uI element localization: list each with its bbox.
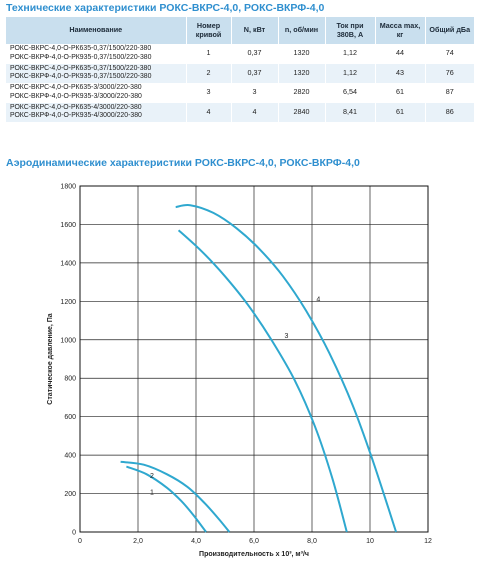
col-header-current: Ток при 380В, А xyxy=(325,17,376,44)
curve-label-1: 1 xyxy=(150,490,154,497)
col-header-mass: Масса max, кг xyxy=(375,17,426,44)
y-tick-label: 0 xyxy=(72,530,76,537)
curve-line-3 xyxy=(177,229,348,533)
power-cell: 3 xyxy=(231,83,279,103)
mass-cell: 43 xyxy=(375,63,426,83)
spec-table: Наименование Номер кривой N, кВт n, об/м… xyxy=(6,17,474,122)
x-tick-label: 10 xyxy=(366,538,374,545)
y-tick-label: 800 xyxy=(64,376,76,383)
col-header-name: Наименование xyxy=(6,17,187,44)
table-row: РОКС-ВКРС-4,0-О-РК635-0,37/1500/220-380 Р… xyxy=(6,44,474,64)
rpm-cell: 1320 xyxy=(278,44,326,64)
y-tick-label: 400 xyxy=(64,453,76,460)
curve-line-4 xyxy=(175,204,398,533)
current-cell: 6,54 xyxy=(325,83,376,103)
model-name-cell: РОКС-ВКРС-4,0-О-РК635-0,37/1500/220-380 Р… xyxy=(6,63,187,83)
mass-cell: 44 xyxy=(375,44,426,64)
y-tick-label: 1200 xyxy=(60,299,76,306)
col-header-power: N, кВт xyxy=(231,17,279,44)
y-axis-label: Статическое давление, Па xyxy=(47,313,54,405)
rpm-cell: 2840 xyxy=(278,102,326,122)
specs-title: Технические характеристики РОКС-ВКРС-4,0… xyxy=(6,2,325,14)
x-tick-label: 0 xyxy=(78,538,82,545)
model-name: РОКС-ВКРС-4,0-О-РК635-4/3000/220-380 xyxy=(10,103,142,111)
noise-cell: 76 xyxy=(425,63,474,83)
noise-cell: 87 xyxy=(425,83,474,103)
model-name-cell: РОКС-ВКРС-4,0-О-РК635-3/3000/220-380 РОКС… xyxy=(6,83,187,103)
curve-label-2: 2 xyxy=(150,473,154,480)
current-cell: 8,41 xyxy=(325,102,376,122)
aero-title: Аэродинамические характеристики РОКС-ВКР… xyxy=(6,157,360,169)
curve-label-4: 4 xyxy=(316,296,320,303)
model-name-cell: РОКС-ВКРС-4,0-О-РК635-4/3000/220-380 РОКС… xyxy=(6,102,187,122)
y-tick-label: 200 xyxy=(64,491,76,498)
y-tick-label: 1800 xyxy=(60,184,76,191)
model-name: РОКС-ВКРС-4,0-О-РК635-0,37/1500/220-380 xyxy=(10,45,152,53)
model-name: РОКС-ВКРС-4,0-О-РК635-3/3000/220-380 xyxy=(10,84,142,92)
y-tick-label: 1600 xyxy=(60,222,76,229)
model-name: РОКС-ВКРС-4,0-О-РК635-0,37/1500/220-380 xyxy=(10,64,152,72)
x-tick-label: 12 xyxy=(424,538,432,545)
spec-table-header: Наименование Номер кривой N, кВт n, об/м… xyxy=(6,17,474,44)
power-cell: 4 xyxy=(231,102,279,122)
col-header-noise: Общий дБа xyxy=(425,17,474,44)
power-cell: 0,37 xyxy=(231,63,279,83)
x-tick-label: 2,0 xyxy=(133,538,143,545)
x-axis-label: Производительность х 10³, м³/ч xyxy=(199,551,309,558)
curve-line-2 xyxy=(120,460,231,533)
x-tick-label: 6,0 xyxy=(249,538,259,545)
y-tick-label: 600 xyxy=(64,414,76,421)
model-name: РОКС-ВКРФ-4,0-О-РК935-0,37/1500/220-380 xyxy=(10,53,152,61)
col-header-curve: Номер кривой xyxy=(186,17,232,44)
rpm-cell: 1320 xyxy=(278,63,326,83)
mass-cell: 61 xyxy=(375,83,426,103)
model-name: РОКС-ВКРФ-4,0-О-РК935-4/3000/220-380 xyxy=(10,112,142,120)
plot-frame xyxy=(79,185,429,533)
current-cell: 1,12 xyxy=(325,63,376,83)
model-name-cell: РОКС-ВКРС-4,0-О-РК635-0,37/1500/220-380 Р… xyxy=(6,44,187,64)
current-cell: 1,12 xyxy=(325,44,376,64)
table-row: РОКС-ВКРС-4,0-О-РК635-0,37/1500/220-380 Р… xyxy=(6,63,474,83)
curve-label-3: 3 xyxy=(284,333,288,340)
curve-cell: 2 xyxy=(186,63,232,83)
table-row: РОКС-ВКРС-4,0-О-РК635-3/3000/220-380 РОКС… xyxy=(6,83,474,103)
model-name: РОКС-ВКРФ-4,0-О-РК935-0,37/1500/220-380 xyxy=(10,73,152,81)
curve-line-1 xyxy=(126,465,207,533)
aero-chart: 0 2,0 4,0 6,0 8,0 10 1202004006008001000120014… xyxy=(47,184,432,559)
model-name: РОКС-ВКРФ-4,0-О-РК935-3/3000/220-380 xyxy=(10,92,142,100)
power-cell: 0,37 xyxy=(231,44,279,64)
col-header-rpm: n, об/мин xyxy=(278,17,326,44)
curve-cell: 4 xyxy=(186,102,232,122)
table-row: РОКС-ВКРС-4,0-О-РК635-4/3000/220-380 РОКС… xyxy=(6,102,474,122)
rpm-cell: 2820 xyxy=(278,83,326,103)
curve-cell: 1 xyxy=(186,44,232,64)
noise-cell: 86 xyxy=(425,102,474,122)
noise-cell: 74 xyxy=(425,44,474,64)
x-tick-label: 8,0 xyxy=(307,538,317,545)
curve-cell: 3 xyxy=(186,83,232,103)
y-tick-label: 1400 xyxy=(60,260,76,267)
x-tick-label: 4,0 xyxy=(191,538,201,545)
y-tick-label: 1000 xyxy=(60,337,76,344)
mass-cell: 61 xyxy=(375,102,426,122)
